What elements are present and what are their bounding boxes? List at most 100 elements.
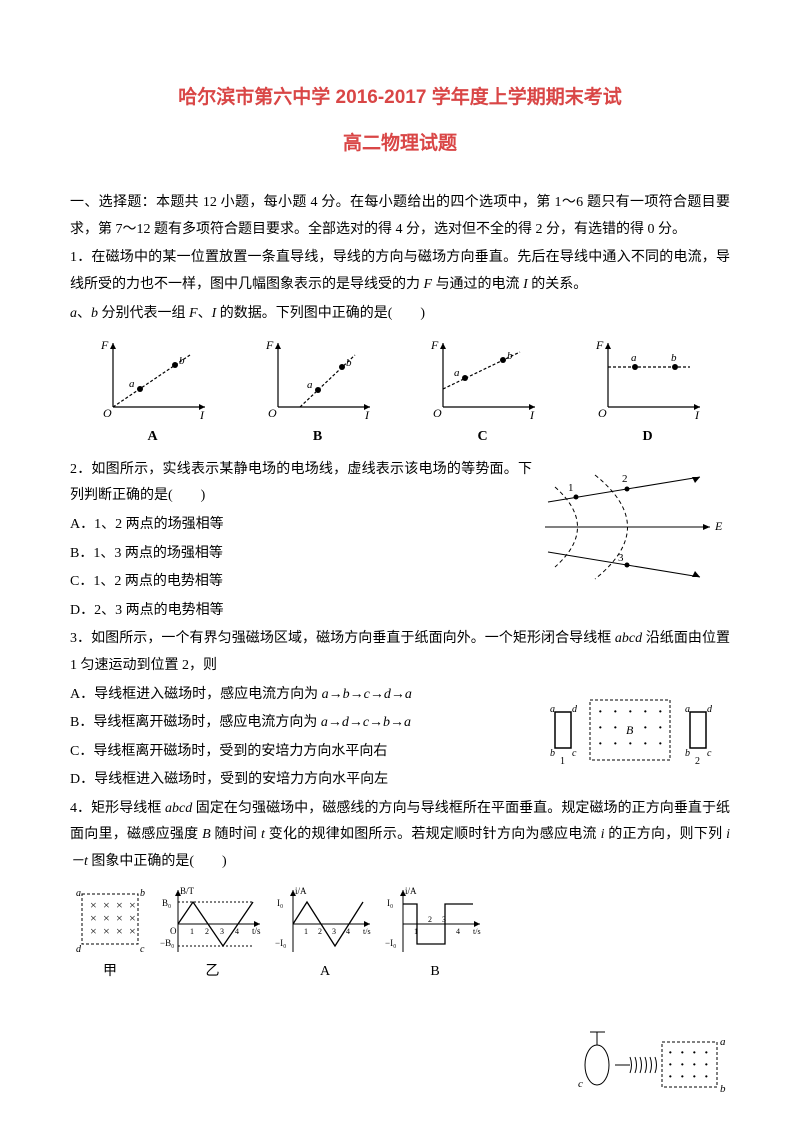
q2-d: D．2、3 两点的电势相等 [70, 598, 532, 625]
svg-text:−B₀: −B₀ [160, 938, 174, 948]
svg-text:·: · [658, 721, 663, 736]
svg-text:F: F [595, 338, 604, 352]
svg-text:×: × [90, 924, 97, 938]
coil-figure: c ···· ···· ···· a b [560, 1027, 730, 1102]
svg-text:a: a [76, 888, 81, 899]
svg-text:·: · [643, 705, 648, 720]
svg-text:2: 2 [622, 473, 628, 485]
svg-text:b: b [685, 748, 690, 759]
svg-text:·: · [680, 1070, 685, 1085]
q1-stem: 1．在磁场中的某一位置放置一条直导线，导线的方向与磁场方向垂直。先后在导线中通入… [70, 245, 730, 298]
page-title: 哈尔滨市第六中学 2016-2017 学年度上学期期末考试 [70, 80, 730, 116]
svg-text:1: 1 [304, 927, 308, 936]
svg-text:2: 2 [428, 915, 432, 924]
svg-text:·: · [628, 737, 633, 752]
svg-text:O: O [268, 406, 277, 420]
svg-text:b: b [550, 748, 555, 759]
svg-text:×: × [103, 924, 110, 938]
svg-text:×: × [129, 898, 136, 912]
svg-text:d: d [707, 704, 713, 715]
svg-text:×: × [103, 911, 110, 925]
svg-text:O: O [598, 406, 607, 420]
svg-text:b: b [720, 1083, 726, 1095]
svg-text:I₀: I₀ [277, 898, 283, 908]
q2-b: B．1、3 两点的场强相等 [70, 541, 532, 568]
instructions: 一、选择题：本题共 12 小题，每小题 4 分。在每小题给出的四个选项中，第 1… [70, 190, 730, 243]
svg-text:2: 2 [695, 756, 700, 767]
q2-block: 2．如图所示，实线表示某静电场的电场线，虚线表示该电场的等势面。下列判断正确的是… [70, 457, 730, 627]
svg-text:t/s: t/s [363, 927, 371, 936]
svg-text:O: O [103, 406, 112, 420]
svg-text:a: a [550, 704, 555, 715]
q2-figure: 1 2 3 E [540, 467, 730, 587]
svg-text:1: 1 [190, 927, 194, 936]
svg-text:F: F [100, 338, 109, 352]
svg-text:·: · [643, 737, 648, 752]
q1-graph-a: F I O a b A [95, 337, 210, 451]
q4-stem: 4．矩形导线框 abcd 固定在匀强磁场中，磁感线的方向与导线框所在平面垂直。规… [70, 796, 730, 876]
svg-text:a: a [720, 1036, 726, 1048]
q4-b: i/A I₀ −I₀ 1 2 3 4 t/s B [385, 884, 485, 986]
q1-graph-d: F I O a b D [590, 337, 705, 451]
svg-text:×: × [90, 898, 97, 912]
svg-text:t/s: t/s [473, 927, 481, 936]
svg-text:b: b [671, 352, 677, 364]
svg-text:i/A: i/A [405, 886, 417, 896]
svg-text:×: × [129, 924, 136, 938]
svg-text:t/s: t/s [252, 926, 261, 936]
svg-text:·: · [598, 721, 603, 736]
svg-text:O: O [170, 926, 177, 936]
q4-jia: ×××× ×××× ×××× a b c d 甲 [70, 884, 150, 986]
svg-text:·: · [692, 1070, 697, 1085]
svg-text:·: · [613, 705, 618, 720]
q2-a: A．1、2 两点的场强相等 [70, 512, 532, 539]
svg-text:c: c [140, 944, 145, 955]
svg-text:a: a [129, 378, 135, 390]
svg-text:I: I [199, 408, 205, 422]
svg-text:3: 3 [442, 915, 446, 924]
svg-text:F: F [265, 338, 274, 352]
q2-stem: 2．如图所示，实线表示某静电场的电场线，虚线表示该电场的等势面。下列判断正确的是… [70, 457, 532, 510]
svg-text:1: 1 [568, 482, 574, 494]
svg-text:×: × [129, 911, 136, 925]
svg-text:b: b [346, 357, 352, 369]
svg-text:·: · [658, 705, 663, 720]
svg-text:×: × [116, 911, 123, 925]
svg-text:c: c [578, 1078, 583, 1090]
svg-text:·: · [598, 705, 603, 720]
svg-text:F: F [430, 338, 439, 352]
svg-text:−I₀: −I₀ [275, 938, 286, 948]
page-subtitle: 高二物理试题 [70, 126, 730, 162]
svg-text:·: · [628, 705, 633, 720]
svg-text:3: 3 [220, 927, 224, 936]
svg-text:×: × [116, 924, 123, 938]
q4-a: i/A I₀ −I₀ 1 2 3 4 t/s A [275, 884, 375, 986]
svg-text:B₀: B₀ [162, 898, 171, 908]
svg-text:c: c [572, 748, 577, 759]
svg-text:a: a [631, 352, 637, 364]
q1-line2: a、b 分别代表一组 F、I 的数据。下列图中正确的是( ) [70, 301, 730, 328]
q3-c: C．导线框离开磁场时，受到的安培力方向水平向右 [70, 739, 542, 766]
q3-d: D．导线框进入磁场时，受到的安培力方向水平向左 [70, 767, 542, 794]
svg-text:×: × [116, 898, 123, 912]
q3-stem: 3．如图所示，一个有界匀强磁场区域，磁场方向垂直于纸面向外。一个矩形闭合导线框 … [70, 626, 730, 679]
q4-graphs: ×××× ×××× ×××× a b c d 甲 B/T t/s B₀ −B₀ … [70, 884, 730, 986]
svg-text:4: 4 [456, 927, 460, 936]
svg-text:×: × [90, 911, 97, 925]
svg-text:O: O [433, 406, 442, 420]
q3-b: B．导线框离开磁场时，感应电流方向为 a→d→c→b→a [70, 710, 542, 737]
svg-text:B: B [626, 723, 634, 737]
svg-text:2: 2 [318, 927, 322, 936]
svg-text:I: I [364, 408, 370, 422]
q3-figure: a d b c 1 ····· ···· ····· B a d b c 2 [550, 692, 730, 772]
svg-text:E: E [714, 519, 723, 533]
svg-text:4: 4 [235, 927, 239, 936]
svg-text:i/A: i/A [295, 886, 307, 896]
svg-text:·: · [613, 737, 618, 752]
svg-text:3: 3 [332, 927, 336, 936]
q1-graph-c: F I O a b C [425, 337, 540, 451]
svg-text:4: 4 [346, 927, 350, 936]
svg-text:b: b [507, 350, 513, 362]
svg-text:c: c [707, 748, 712, 759]
svg-text:I: I [529, 408, 535, 422]
